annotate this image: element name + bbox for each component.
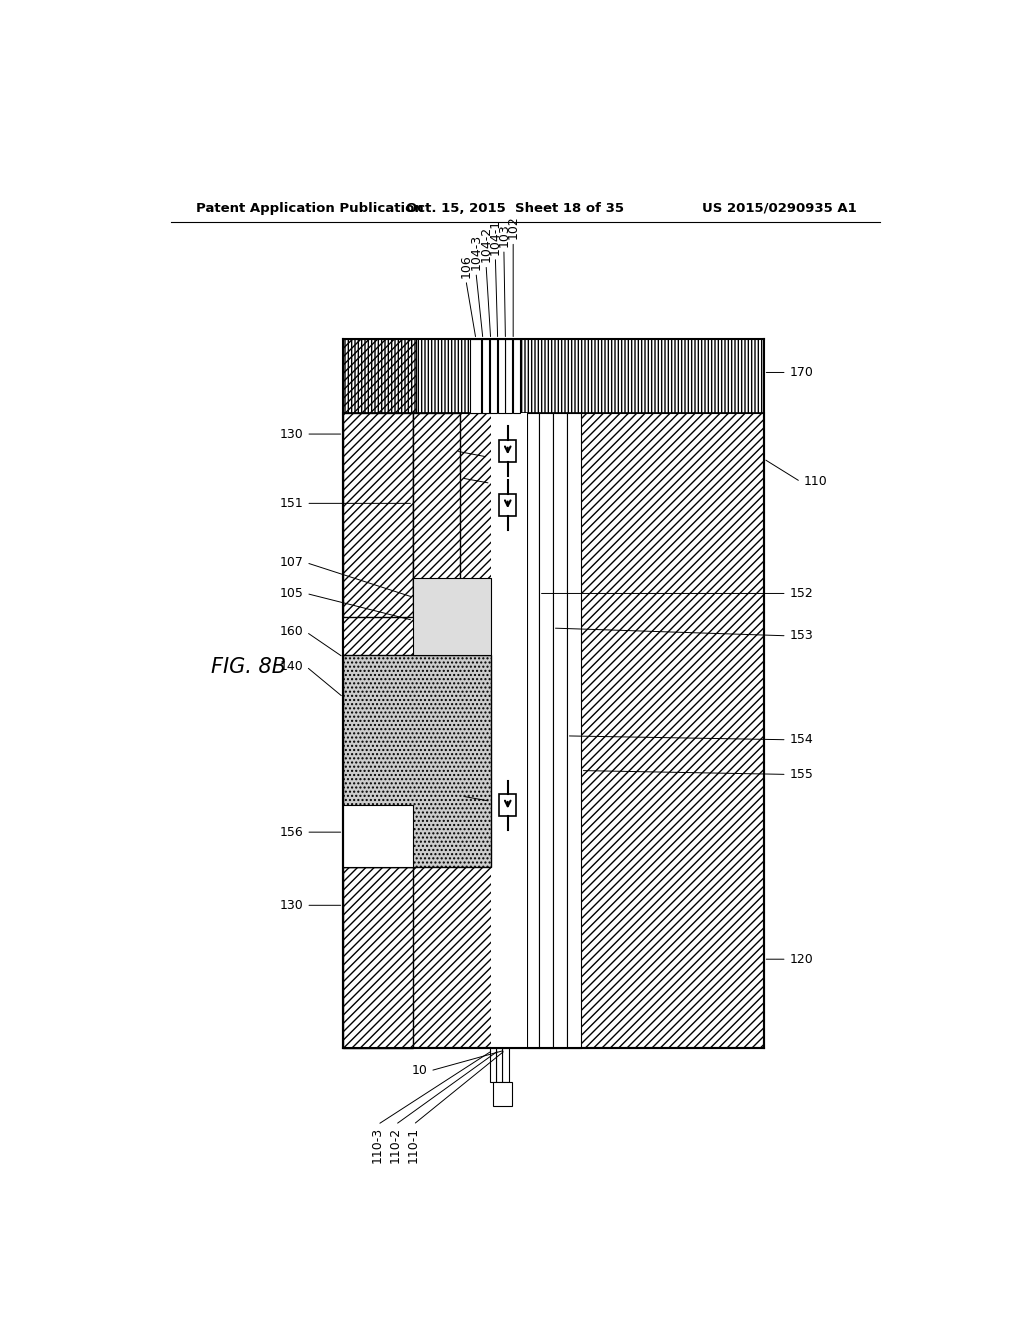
Bar [493,1082,512,1105]
Bar [539,412,553,1048]
Bar [527,412,539,1048]
Text: 10: 10 [412,1064,427,1077]
Text: 151: 151 [280,496,303,510]
Text: 160: 160 [280,626,303,639]
Text: 110: 110 [804,475,827,488]
Bar [343,339,416,413]
Text: 110-3: 110-3 [371,1127,384,1163]
Text: 170: 170 [790,366,814,379]
Text: 102: 102 [507,215,519,239]
Bar [489,339,497,413]
Text: 104-2: 104-2 [479,226,493,263]
Text: 104-3: 104-3 [469,234,482,271]
Text: Oct. 15, 2015  Sheet 18 of 35: Oct. 15, 2015 Sheet 18 of 35 [407,202,625,215]
Bar [343,412,414,616]
Text: 130: 130 [280,899,303,912]
Bar [343,655,490,867]
Bar [343,339,764,413]
Bar [343,867,414,1048]
Text: 107: 107 [280,556,303,569]
Bar [489,1048,496,1082]
Bar [343,412,764,1048]
Bar [414,412,460,594]
Text: 156: 156 [280,825,303,838]
Text: 140: 140 [280,660,303,673]
Bar [482,339,489,413]
Text: 110-2: 110-2 [389,1127,401,1163]
Bar [513,339,520,413]
Bar [490,412,527,1048]
Bar [506,339,512,413]
Text: 111-3: 111-3 [422,446,454,455]
Text: US 2015/0290935 A1: US 2015/0290935 A1 [701,202,856,215]
Bar [414,578,490,655]
Text: 111-2: 111-2 [427,473,459,483]
Bar [470,339,481,413]
Text: 155: 155 [790,768,814,781]
Bar [500,494,516,516]
Text: 111-1: 111-1 [427,791,459,801]
Bar [498,339,505,413]
Bar [566,412,581,1048]
Bar [553,412,566,1048]
Text: 120: 120 [790,953,814,966]
Text: 106: 106 [460,253,472,277]
Bar [500,441,516,462]
Bar [496,1048,503,1082]
Text: Patent Application Publication: Patent Application Publication [197,202,424,215]
Text: 103: 103 [498,223,510,247]
Text: 154: 154 [790,733,814,746]
Bar [343,805,414,867]
Text: 110-1: 110-1 [407,1127,420,1163]
Bar [500,795,516,816]
Text: 152: 152 [790,587,814,601]
Text: FIG. 8B: FIG. 8B [211,656,286,677]
Text: 104-1: 104-1 [488,219,502,255]
Text: 105: 105 [280,587,303,601]
Text: 153: 153 [790,630,814,643]
Bar [503,1048,509,1082]
Text: 130: 130 [280,428,303,441]
